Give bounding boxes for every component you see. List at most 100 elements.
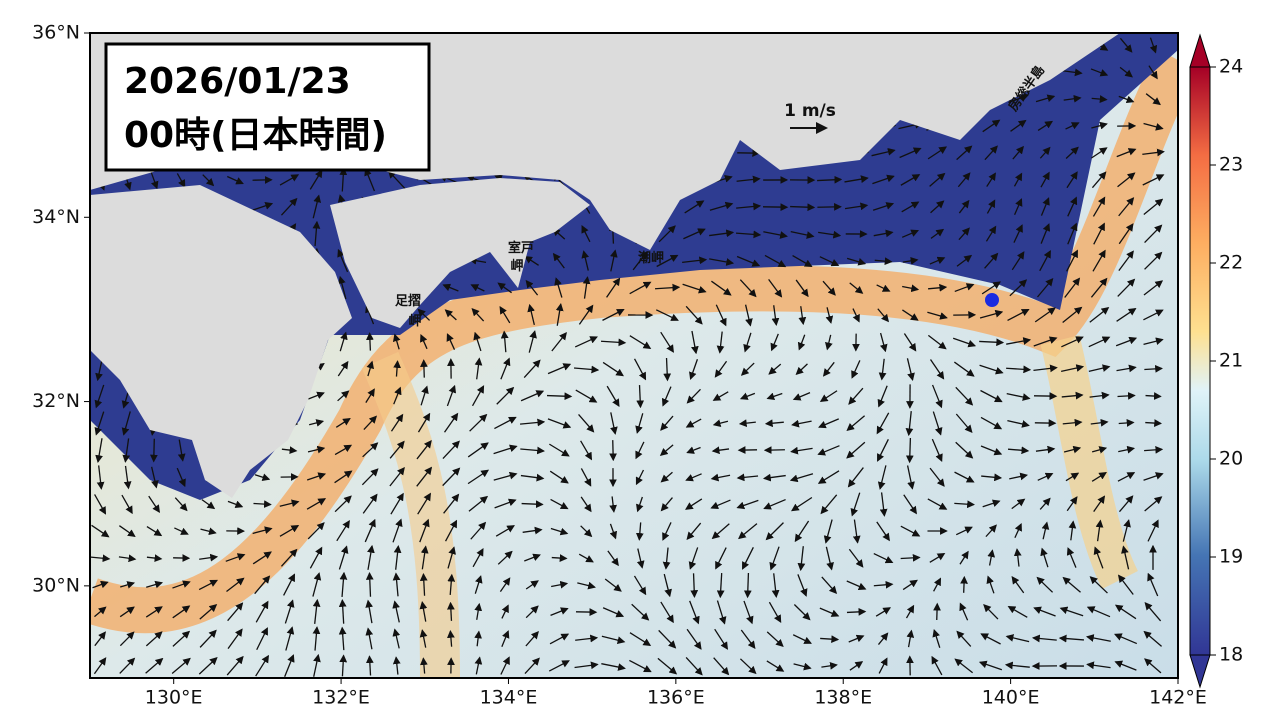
- vector-arrow: [798, 306, 807, 326]
- vector-arrow: [392, 600, 400, 623]
- vector-arrow: [150, 466, 159, 489]
- vector-arrow: [501, 604, 509, 619]
- vector-arrow: [1144, 364, 1163, 373]
- vector-arrow: [844, 202, 869, 211]
- vector-arrow: [927, 311, 948, 320]
- vector-arrow: [851, 360, 861, 379]
- vector-arrow: [985, 524, 997, 538]
- vector-arrow: [716, 331, 725, 354]
- vector-arrow: [822, 280, 836, 296]
- vector-arrow: [1089, 306, 1110, 323]
- vector-arrow: [1059, 606, 1084, 617]
- vector-arrow: [633, 358, 647, 381]
- vector-arrow: [1006, 392, 1031, 401]
- vector-arrow: [443, 493, 460, 514]
- vector-arrow: [284, 599, 295, 624]
- vector-arrow: [846, 415, 866, 432]
- vector-arrow: [1034, 307, 1056, 323]
- vector-arrow: [984, 145, 998, 161]
- vector-arrow: [795, 363, 808, 376]
- vector-arrow: [662, 522, 672, 541]
- vector-arrow: [574, 661, 599, 670]
- vector-arrow: [954, 658, 974, 674]
- vector-arrow: [202, 174, 215, 187]
- vector-arrow: [906, 465, 915, 490]
- vector-arrow: [791, 496, 813, 512]
- vector-arrow: [1143, 309, 1164, 321]
- vector-arrow: [1090, 68, 1109, 77]
- colorbar-axis: 18 19 20 21 22 23 24: [1210, 56, 1243, 666]
- vector-arrow: [339, 167, 348, 192]
- vector-arrow: [1035, 94, 1056, 103]
- vector-arrow: [955, 386, 974, 406]
- vector-arrow: [817, 445, 840, 456]
- vector-arrow: [334, 495, 352, 513]
- vector-arrow: [390, 492, 404, 515]
- vector-arrow: [309, 169, 323, 190]
- vector-arrow: [91, 524, 110, 538]
- map-frame: [89, 32, 1179, 679]
- vector-arrow: [766, 660, 785, 672]
- vector-arrow: [392, 333, 401, 350]
- vector-arrow: [283, 573, 295, 596]
- vector-arrow: [1007, 606, 1028, 618]
- vector-arrow: [1144, 658, 1162, 674]
- vector-arrow: [578, 413, 595, 433]
- vector-arrow: [1014, 523, 1022, 539]
- vector-arrow: [1091, 446, 1108, 454]
- vector-arrow: [1090, 418, 1109, 427]
- vector-arrow: [1145, 419, 1163, 427]
- vector-arrow: [365, 599, 374, 624]
- vector-arrow: [1117, 574, 1134, 595]
- vector-arrow: [714, 628, 729, 650]
- vector-arrow: [549, 470, 569, 484]
- vector-arrow: [1092, 249, 1106, 272]
- vector-arrow: [846, 257, 867, 266]
- vector-arrow: [1007, 446, 1030, 455]
- vector-arrow: [474, 630, 482, 647]
- vector-arrow: [580, 496, 592, 513]
- vector-arrow: [1010, 119, 1027, 132]
- vector-arrow: [850, 492, 861, 517]
- vector-arrow: [309, 546, 323, 569]
- vector-arrow: [685, 498, 703, 510]
- vector-arrow: [984, 252, 999, 269]
- vector-arrow: [903, 494, 917, 515]
- vector-arrow: [715, 304, 727, 327]
- vector-arrow: [442, 467, 461, 487]
- vector-arrow: [1063, 94, 1082, 103]
- vector-arrow: [873, 229, 894, 238]
- vector-arrow: [929, 467, 945, 487]
- vector-arrow: [690, 573, 699, 599]
- vector-arrow: [392, 628, 401, 649]
- vector-arrow: [738, 419, 756, 428]
- vector-arrow: [739, 658, 757, 675]
- vector-arrow: [632, 251, 648, 271]
- vector-arrow: [957, 172, 971, 188]
- vector-arrow: [493, 471, 518, 481]
- vector-arrow: [743, 332, 752, 353]
- vector-arrow: [684, 200, 705, 214]
- vector-arrow: [227, 628, 243, 649]
- vector-arrow: [446, 333, 456, 350]
- vector-arrow: [307, 445, 326, 454]
- vector-arrow: [929, 552, 946, 563]
- vector-arrow: [121, 411, 131, 436]
- vector-arrow: [635, 441, 645, 460]
- vector-arrow: [364, 518, 376, 543]
- vector-arrow: [367, 544, 375, 570]
- vector-arrow: [1091, 95, 1108, 103]
- vector-arrow: [336, 520, 350, 542]
- vector-arrow: [148, 495, 160, 513]
- vector-arrow: [338, 626, 347, 651]
- vector-arrow: [120, 581, 136, 589]
- vector-arrow: [712, 391, 729, 401]
- vector-arrow: [1007, 419, 1030, 428]
- vector-arrow: [1091, 121, 1108, 130]
- vector-arrow: [1040, 223, 1051, 244]
- vector-arrow: [337, 248, 349, 273]
- vector-arrow: [819, 256, 840, 267]
- vector-arrow: [387, 170, 406, 190]
- vector-arrow: [902, 579, 918, 591]
- vector-arrow: [602, 607, 625, 618]
